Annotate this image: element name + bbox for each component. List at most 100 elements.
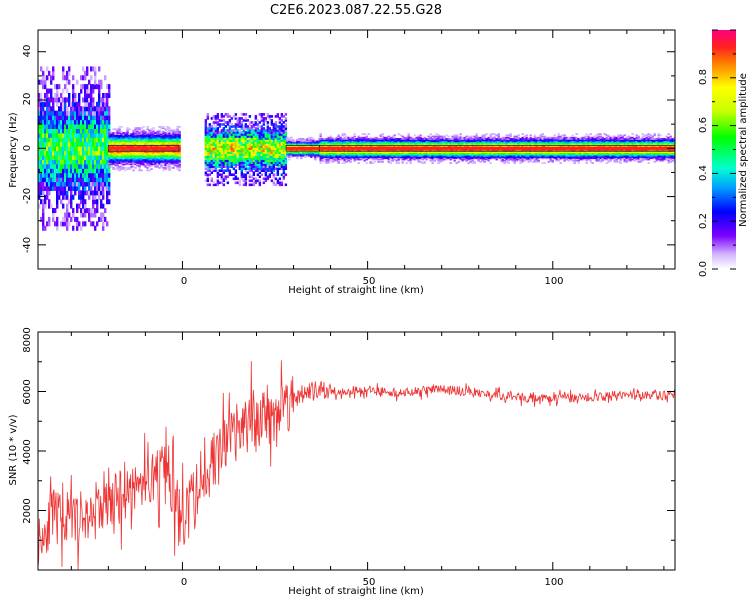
heatmap-cell [204,125,208,128]
heatmap-cell [216,141,220,144]
heatmap-cell [282,177,286,181]
heatmap-cell [132,159,135,162]
heatmap-cell [172,158,175,161]
heatmap-cell [134,130,137,133]
heatmap-cell [44,194,47,200]
heatmap-cell [270,151,274,154]
heatmap-cell [381,141,384,144]
heatmap-cell [445,152,448,155]
heatmap-cell [421,142,424,145]
heatmap-cell [246,133,250,136]
heatmap-cell [212,183,216,187]
heatmap-cell [302,141,305,144]
heatmap-cell [76,101,79,107]
heatmap-cell [122,154,125,157]
heatmap-cell [134,128,137,131]
heatmap-cell [98,97,101,103]
heatmap-cell [100,79,103,85]
heatmap-cell [349,153,352,156]
heatmap-cell [176,140,179,143]
heatmap-cell [272,155,276,158]
heatmap-cell [405,156,408,158]
heatmap-cell [431,151,434,154]
heatmap-cell [331,152,334,155]
heatmap-cell [140,151,143,154]
heatmap-cell [250,175,254,179]
heatmap-cell [110,138,113,140]
heatmap-cell [321,142,324,145]
heatmap-cell [104,75,107,81]
heatmap-cell [92,119,95,125]
heatmap-cell [114,160,117,163]
heatmap-cell [323,139,326,142]
heatmap-cell [393,158,396,161]
heatmap-cell [88,159,91,165]
heatmap-cell [148,133,151,136]
heatmap-cell [212,151,216,154]
heatmap-cell [314,148,317,151]
heatmap-cell [441,135,444,138]
heatmap-cell [234,125,238,128]
heatmap-cell [40,159,43,165]
heatmap-cell [84,172,87,178]
heatmap-cell [122,133,125,136]
heatmap-cell [48,216,51,222]
heatmap-cell [447,144,450,146]
heatmap-cell [120,156,123,158]
heatmap-cell [319,141,322,144]
heatmap-cell [94,115,97,121]
heatmap-cell [44,203,47,209]
heatmap-cell [244,123,248,126]
heatmap-cell [120,158,123,161]
heatmap-cell [168,144,171,146]
heatmap-cell [292,154,295,157]
heatmap-cell [359,142,362,145]
heatmap-cell [38,110,41,116]
heatmap-cell [178,142,181,145]
heatmap-cell [158,129,161,132]
heatmap-cell [54,97,57,103]
heatmap-cell [58,132,61,138]
heatmap-cell [66,141,69,147]
heatmap-cell [176,151,179,154]
heatmap-cell [62,159,65,165]
heatmap-cell [226,141,230,144]
heatmap-cell [160,134,163,137]
heatmap-cell [347,138,350,140]
heatmap-cell [373,142,376,145]
heatmap-cell [331,145,334,148]
heatmap-cell [140,152,143,155]
heatmap-cell [244,141,248,144]
heatmap-cell [262,121,266,124]
heatmap-cell [331,151,334,154]
heatmap-cell [206,117,210,120]
heatmap-cell [343,141,346,144]
heatmap-cell [206,113,210,116]
heatmap-cell [168,135,171,138]
heatmap-cell [142,157,145,160]
heatmap-cell [278,151,282,154]
heatmap-cell [84,119,87,125]
heatmap-cell [162,134,165,137]
heatmap-cell [160,165,163,168]
heatmap-cell [300,154,303,157]
heatmap-cell [100,115,103,121]
heatmap-cell [222,179,226,183]
heatmap-cell [395,159,398,162]
heatmap-cell [44,141,47,147]
heatmap-cell [86,106,89,112]
heatmap-cell [361,139,364,142]
heatmap-cell [250,127,254,130]
heatmap-cell [144,162,147,164]
heatmap-cell [222,175,226,179]
heatmap-cell [417,154,420,157]
heatmap-cell [445,158,448,161]
heatmap-cell [158,167,161,169]
heatmap-cell [80,177,83,183]
heatmap-cell [100,159,103,165]
heatmap-cell [246,141,250,144]
heatmap-cell [385,144,388,146]
heatmap-cell [78,119,81,125]
heatmap-cell [160,136,163,139]
heatmap-cell [278,139,282,142]
